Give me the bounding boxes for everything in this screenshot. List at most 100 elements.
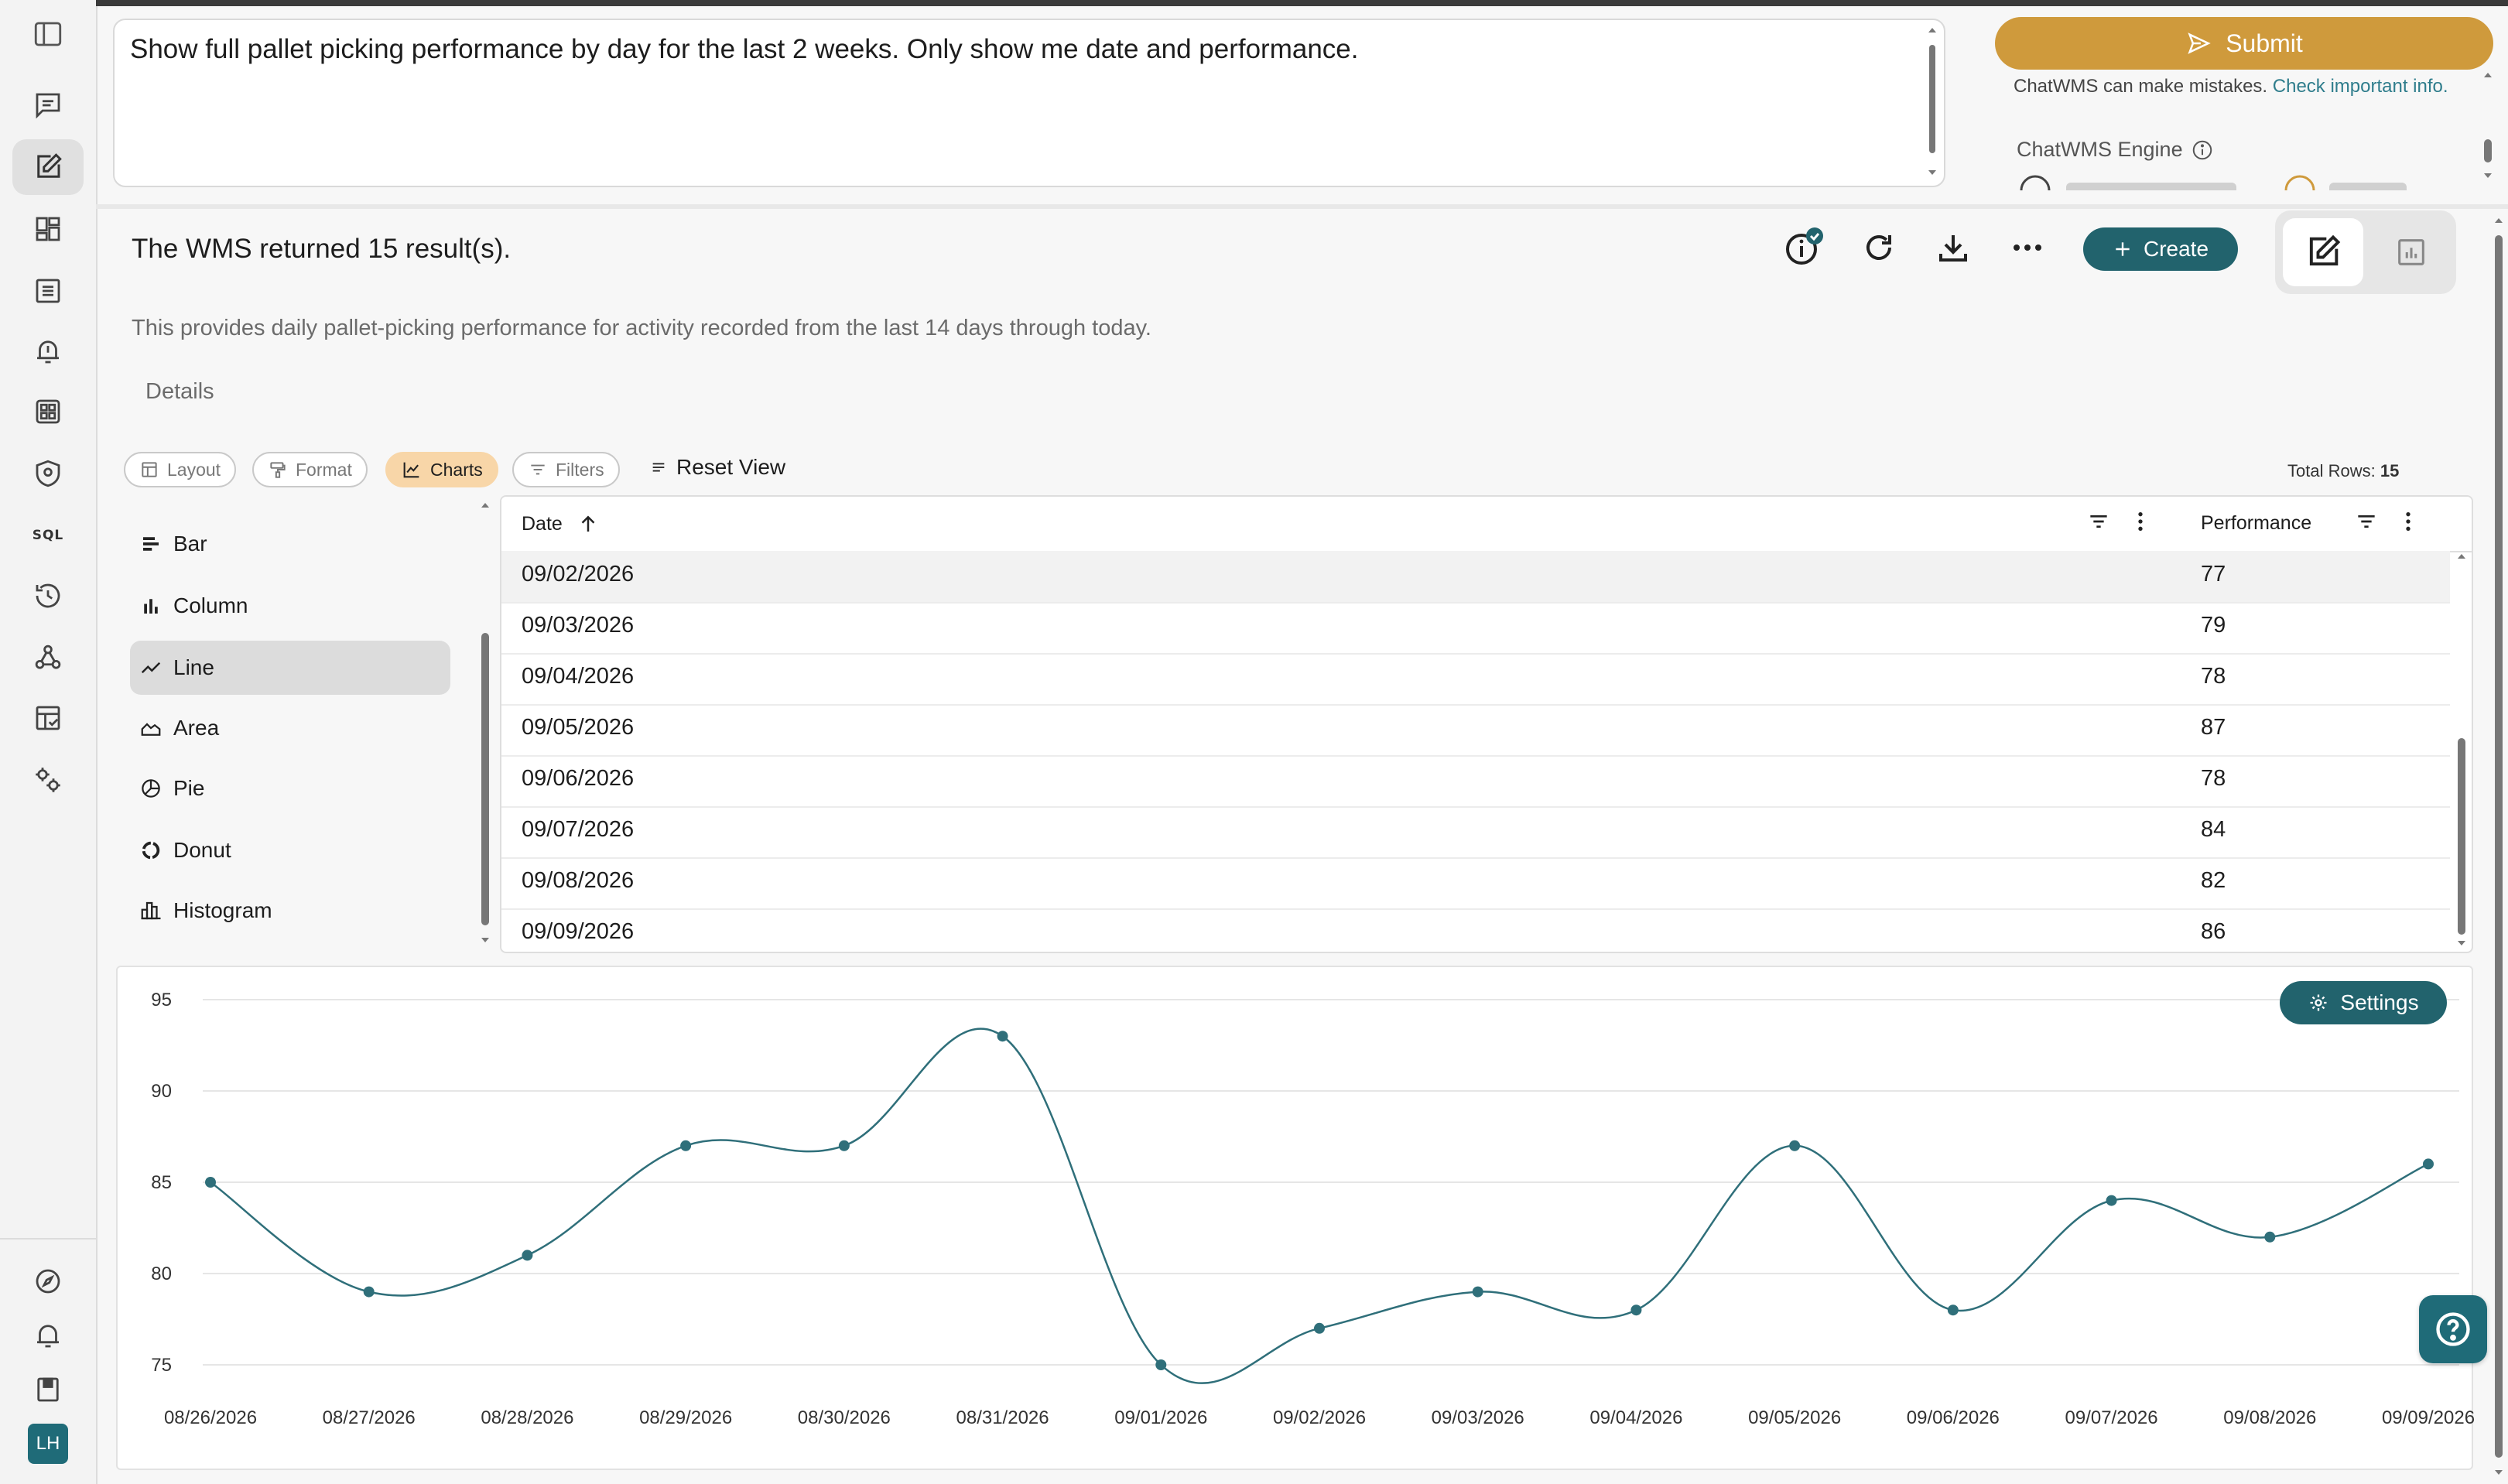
x-tick-label: 09/05/2026 bbox=[1748, 1407, 1841, 1428]
table-row[interactable]: 09/04/2026 78 bbox=[501, 653, 2450, 706]
refresh-icon[interactable] bbox=[1856, 224, 1902, 271]
charts-button[interactable]: Charts bbox=[385, 452, 498, 487]
sql-icon[interactable]: SQL bbox=[32, 528, 64, 543]
data-point[interactable] bbox=[2106, 1195, 2117, 1206]
date-cell: 09/03/2026 bbox=[522, 613, 635, 638]
chart-type-scrollbar[interactable] bbox=[480, 501, 491, 945]
create-button[interactable]: Create bbox=[2083, 227, 2238, 271]
date-cell: 09/07/2026 bbox=[522, 817, 635, 842]
download-icon[interactable] bbox=[1930, 224, 1976, 271]
sidebar-toggle-icon[interactable] bbox=[12, 6, 84, 62]
chart-panel: 75 80 85 90 95 08/26/2026 08/27/2026 08/28/202… bbox=[116, 966, 2475, 1470]
data-point[interactable] bbox=[680, 1140, 692, 1151]
engine-options-clipped[interactable] bbox=[2012, 172, 2414, 190]
table-scrollbar[interactable] bbox=[2456, 552, 2467, 949]
apps-grid-icon[interactable] bbox=[12, 384, 84, 439]
list-icon[interactable] bbox=[12, 263, 84, 319]
dashboard-icon[interactable] bbox=[12, 201, 84, 257]
x-tick-label: 09/09/2026 bbox=[2382, 1407, 2475, 1428]
chart-type-pie[interactable]: Pie bbox=[130, 761, 450, 816]
filters-button[interactable]: Filters bbox=[512, 452, 620, 487]
data-point[interactable] bbox=[1630, 1304, 1642, 1316]
column-menu-icon[interactable] bbox=[2128, 509, 2153, 534]
column-header-performance[interactable]: Performance bbox=[2201, 512, 2311, 535]
table-row[interactable]: 09/02/2026 77 bbox=[501, 551, 2450, 604]
query-text[interactable]: Show full pallet picking performance by … bbox=[130, 34, 1359, 64]
table-row[interactable]: 09/08/2026 82 bbox=[501, 857, 2450, 910]
chart-type-bar[interactable]: Bar bbox=[130, 517, 450, 571]
query-input[interactable]: Show full pallet picking performance by … bbox=[113, 19, 1945, 187]
x-tick-label: 09/01/2026 bbox=[1114, 1407, 1207, 1428]
data-point[interactable] bbox=[205, 1177, 216, 1188]
chart-type-donut[interactable]: Donut bbox=[130, 823, 450, 877]
performance-cell: 77 bbox=[2201, 562, 2226, 586]
page-scrollbar[interactable] bbox=[2493, 217, 2504, 1478]
data-point[interactable] bbox=[363, 1286, 375, 1298]
compass-icon[interactable] bbox=[12, 1253, 84, 1309]
chart-type-histogram[interactable]: Histogram bbox=[130, 884, 450, 938]
book-icon[interactable] bbox=[12, 1362, 84, 1417]
chat-icon[interactable] bbox=[12, 77, 84, 133]
avatar[interactable]: LH bbox=[28, 1424, 68, 1464]
data-point[interactable] bbox=[2264, 1231, 2276, 1243]
help-button[interactable] bbox=[2419, 1295, 2487, 1363]
chart-icon bbox=[403, 462, 419, 478]
send-icon bbox=[2188, 32, 2211, 54]
data-point[interactable] bbox=[1789, 1140, 1801, 1151]
format-button[interactable]: Format bbox=[252, 452, 368, 487]
submit-button[interactable]: Submit bbox=[1995, 17, 2493, 70]
left-nav-rail: SQL LH bbox=[0, 0, 98, 1484]
query-scrollbar[interactable] bbox=[1927, 26, 1938, 178]
data-point[interactable] bbox=[522, 1250, 533, 1261]
table-row[interactable]: 09/05/2026 87 bbox=[501, 704, 2450, 757]
data-point[interactable] bbox=[1947, 1304, 1959, 1316]
y-tick-label: 90 bbox=[151, 1081, 172, 1102]
filters-label: Filters bbox=[556, 459, 604, 480]
layout-button[interactable]: Layout bbox=[124, 452, 237, 487]
notification-bell-icon[interactable] bbox=[12, 1308, 84, 1363]
performance-column-actions bbox=[2354, 509, 2421, 534]
data-point[interactable] bbox=[2423, 1158, 2434, 1170]
webhook-icon[interactable] bbox=[12, 630, 84, 686]
engine-label: ChatWMS Engine bbox=[2017, 138, 2183, 161]
data-point[interactable] bbox=[1472, 1286, 1483, 1298]
settings-gears-icon[interactable] bbox=[12, 752, 84, 808]
data-point[interactable] bbox=[838, 1140, 850, 1151]
history-icon[interactable] bbox=[12, 568, 84, 624]
chart-settings-button[interactable]: Settings bbox=[2280, 981, 2447, 1024]
details-toggle[interactable]: Details bbox=[145, 379, 214, 404]
disclaimer-text: ChatWMS can make mistakes. bbox=[2014, 76, 2268, 97]
data-point[interactable] bbox=[1314, 1322, 1325, 1334]
column-menu-icon[interactable] bbox=[2396, 509, 2421, 534]
sort-ascending-icon[interactable] bbox=[577, 512, 600, 535]
data-point[interactable] bbox=[997, 1031, 1008, 1042]
column-header-date[interactable]: Date bbox=[522, 512, 600, 535]
table-row[interactable]: 09/09/2026 86 bbox=[501, 908, 2450, 952]
chart-view-icon[interactable] bbox=[2371, 218, 2452, 286]
shield-icon[interactable] bbox=[12, 446, 84, 501]
reset-view-button[interactable]: Reset View bbox=[650, 455, 785, 480]
chart-type-line[interactable]: Line bbox=[130, 641, 450, 695]
filter-icon[interactable] bbox=[2086, 509, 2111, 534]
filter-icon[interactable] bbox=[2354, 509, 2379, 534]
table-row[interactable]: 09/07/2026 84 bbox=[501, 806, 2450, 859]
settings-scrollbar[interactable] bbox=[2482, 71, 2493, 181]
table-row[interactable]: 09/03/2026 79 bbox=[501, 602, 2450, 655]
x-tick-label: 08/30/2026 bbox=[798, 1407, 891, 1428]
edit-view-icon[interactable] bbox=[2283, 218, 2363, 286]
query-info-icon[interactable] bbox=[1781, 224, 1828, 271]
engine-radio-icons[interactable] bbox=[2012, 172, 2414, 190]
data-point[interactable] bbox=[1155, 1359, 1167, 1370]
editor-icon[interactable] bbox=[12, 139, 84, 195]
column-chart-icon bbox=[144, 599, 158, 614]
chart-type-column[interactable]: Column bbox=[130, 579, 450, 633]
table-check-icon[interactable] bbox=[12, 690, 84, 746]
performance-cell: 86 bbox=[2201, 919, 2226, 944]
chart-type-area[interactable]: Area bbox=[130, 701, 450, 755]
lines-icon bbox=[652, 463, 665, 472]
more-options-icon[interactable] bbox=[2004, 224, 2051, 271]
info-icon[interactable] bbox=[2191, 138, 2214, 162]
table-row[interactable]: 09/06/2026 78 bbox=[501, 755, 2450, 808]
important-info-link[interactable]: Check important info. bbox=[2272, 76, 2448, 97]
alert-bell-icon[interactable] bbox=[12, 323, 84, 379]
